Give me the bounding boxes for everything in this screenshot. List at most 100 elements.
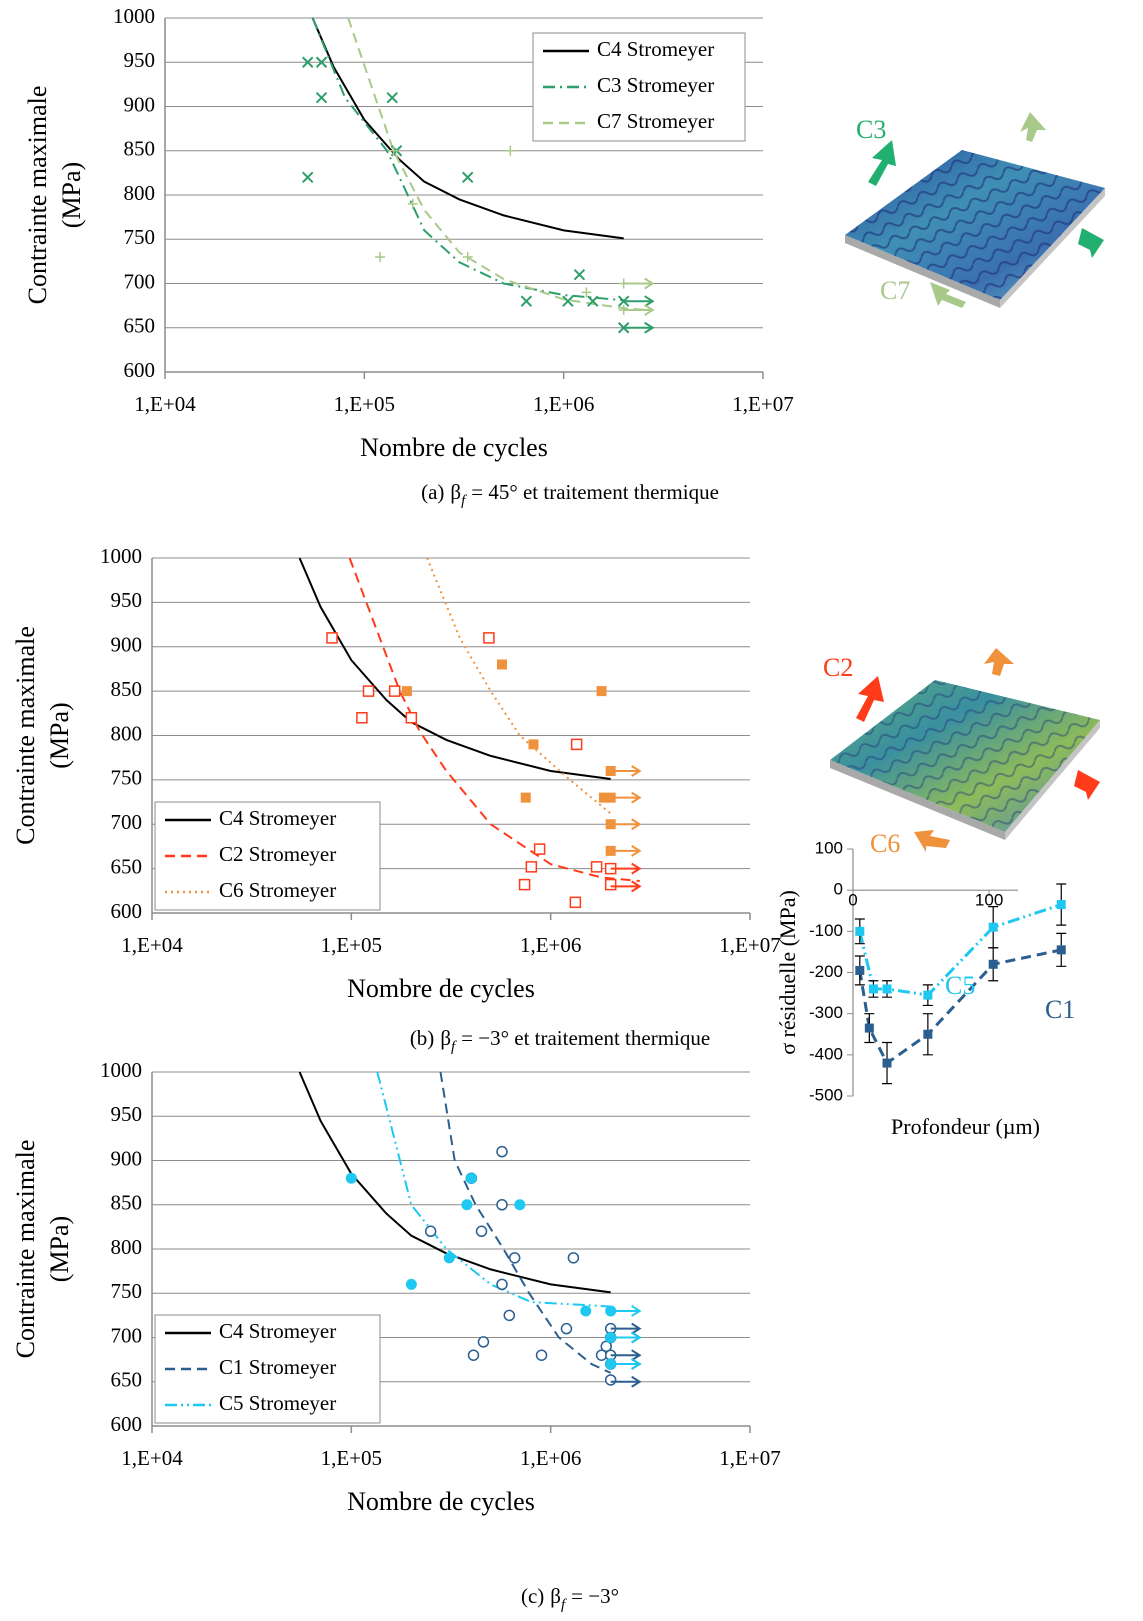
- marker: [567, 1252, 580, 1264]
- marker: [573, 268, 586, 281]
- marker: [315, 56, 328, 68]
- marker: [518, 878, 531, 891]
- y-tick-label: 800: [111, 721, 143, 745]
- runout-arrow: [623, 321, 655, 334]
- y-tick-label: 950: [124, 48, 156, 72]
- y-tick-label: 750: [111, 1279, 143, 1303]
- caption-label: (b): [410, 1026, 435, 1050]
- runout-arrow: [610, 1375, 642, 1388]
- marker: [562, 295, 574, 307]
- runout-arrow: [610, 1322, 642, 1335]
- caption: (a) βf = 45° et traitement thermique: [421, 480, 719, 510]
- marker: [868, 984, 878, 994]
- caption-symbol: β: [550, 1584, 561, 1608]
- marker: [462, 251, 473, 262]
- legend-label: C1 Stromeyer: [219, 1355, 336, 1379]
- y-tick-label: 850: [111, 677, 143, 701]
- y-tick-label: 700: [111, 810, 143, 834]
- y-tick-label: 650: [111, 854, 143, 878]
- y-tick-label: 1000: [100, 1058, 142, 1082]
- marker: [302, 56, 314, 68]
- y-tick-label: 700: [124, 269, 156, 293]
- runout-arrow: [610, 765, 642, 777]
- x-axis-label: Profondeur (µm): [891, 1114, 1040, 1139]
- image-label: C7: [880, 276, 910, 305]
- caption-text: = 45° et traitement thermique: [471, 480, 719, 504]
- legend-label: C2 Stromeyer: [219, 842, 336, 866]
- surface-image-a: [845, 112, 1105, 308]
- y-tick-label: 900: [111, 633, 143, 657]
- runout-arrow: [610, 1331, 642, 1344]
- y-tick-label: 850: [111, 1191, 143, 1215]
- curve: [298, 557, 611, 780]
- legend-label: C4 Stromeyer: [219, 1319, 336, 1343]
- caption-text: = −3° et traitement thermique: [461, 1026, 710, 1050]
- marker: [405, 712, 418, 724]
- marker: [496, 1199, 508, 1211]
- y-tick-label: -100: [809, 921, 843, 940]
- y-tick-label: 850: [124, 137, 156, 161]
- marker: [533, 843, 546, 855]
- curve: [298, 1071, 611, 1294]
- curve: [426, 557, 612, 815]
- caption-label: (c): [521, 1584, 544, 1608]
- marker: [315, 91, 328, 104]
- marker: [864, 1023, 874, 1033]
- surface-image-b: [830, 648, 1100, 852]
- y-tick-label: 750: [124, 225, 156, 249]
- marker: [508, 1252, 521, 1264]
- marker: [461, 1199, 473, 1211]
- y-tick-label: 950: [111, 588, 143, 612]
- x-tick-label: 100: [975, 891, 1003, 910]
- marker: [505, 145, 516, 156]
- curve: [348, 557, 640, 882]
- marker: [590, 861, 603, 873]
- x-tick-label: 1,E+04: [121, 933, 183, 957]
- x-tick-label: 1,E+07: [732, 392, 793, 416]
- marker: [514, 1199, 526, 1211]
- series-label: C5: [945, 971, 975, 1000]
- y-tick-label: -400: [809, 1044, 843, 1063]
- marker: [388, 145, 399, 156]
- legend-label: C5 Stromeyer: [219, 1391, 336, 1415]
- curve: [858, 903, 1062, 997]
- x-tick-label: 0: [848, 891, 857, 910]
- y-tick-label: 950: [111, 1102, 143, 1126]
- marker: [882, 984, 892, 994]
- runout-arrow: [610, 818, 642, 831]
- runout-arrow: [610, 880, 642, 893]
- marker: [882, 1058, 892, 1068]
- marker: [520, 295, 533, 307]
- y-axis-label: Contrainte maximale: [11, 1140, 40, 1359]
- x-tick-label: 1,E+04: [121, 1446, 183, 1470]
- marker: [302, 171, 314, 184]
- runout-arrow: [610, 791, 642, 804]
- x-tick-label: 1,E+06: [533, 392, 594, 416]
- curve: [311, 17, 624, 240]
- x-tick-label: 1,E+06: [520, 933, 581, 957]
- marker: [604, 878, 617, 891]
- marker: [424, 1225, 437, 1238]
- marker: [443, 1252, 455, 1264]
- y-tick-label: 1000: [113, 4, 155, 28]
- marker: [483, 632, 495, 644]
- y-tick-label: 650: [111, 1368, 143, 1392]
- x-tick-label: 1,E+04: [134, 392, 196, 416]
- runout-arrow: [610, 862, 642, 875]
- curve: [439, 1071, 612, 1374]
- y-tick-label: 600: [124, 358, 156, 382]
- runout-arrow: [623, 304, 655, 316]
- x-tick-label: 1,E+05: [321, 933, 382, 957]
- marker: [528, 739, 539, 750]
- marker: [587, 295, 599, 307]
- marker: [923, 990, 933, 1000]
- marker: [386, 91, 398, 104]
- caption-subscript: f: [561, 1597, 567, 1613]
- marker: [405, 1278, 417, 1290]
- marker: [388, 685, 401, 697]
- y-tick-label: -300: [809, 1003, 843, 1022]
- legend-label: C4 Stromeyer: [597, 37, 714, 61]
- curve: [858, 948, 1062, 1066]
- y-axis-label: Contrainte maximale: [23, 86, 52, 305]
